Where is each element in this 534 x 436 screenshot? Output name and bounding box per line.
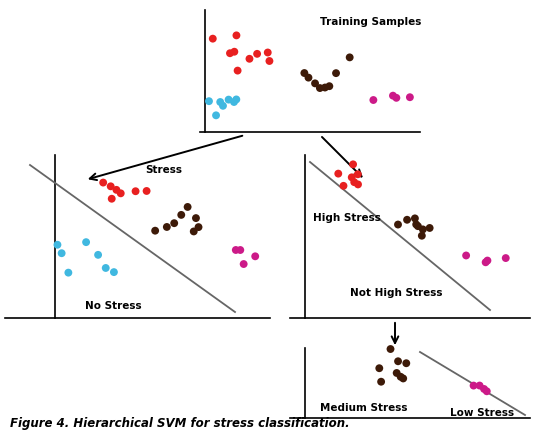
Text: High Stress: High Stress <box>313 213 381 223</box>
Point <box>251 253 260 260</box>
Point <box>116 190 125 197</box>
Point <box>375 365 383 372</box>
Point <box>53 241 62 248</box>
Point <box>143 187 151 194</box>
Point <box>419 226 427 233</box>
Text: Low Stress: Low Stress <box>450 408 514 418</box>
Point <box>232 32 241 39</box>
Point <box>394 221 402 228</box>
Point <box>112 186 121 193</box>
Point <box>265 58 274 65</box>
Text: No Stress: No Stress <box>85 301 142 311</box>
Text: Figure 4. Hierarchical SVM for stress classification.: Figure 4. Hierarchical SVM for stress cl… <box>10 417 350 430</box>
Text: Stress: Stress <box>145 165 182 175</box>
Point <box>232 246 240 253</box>
Point <box>101 265 110 272</box>
Point <box>406 94 414 101</box>
Point <box>245 55 254 62</box>
Point <box>151 227 160 234</box>
Point <box>177 211 185 218</box>
Point <box>194 224 203 231</box>
Point <box>64 269 73 276</box>
Point <box>253 50 261 57</box>
Point <box>107 195 116 202</box>
Point <box>392 369 401 376</box>
Point <box>57 250 66 257</box>
Point <box>480 385 488 392</box>
Point <box>462 252 470 259</box>
Point <box>339 182 348 189</box>
Point <box>99 179 107 186</box>
Point <box>94 252 103 259</box>
Point <box>230 99 238 106</box>
Point <box>205 98 213 105</box>
Point <box>316 85 324 92</box>
Point <box>224 96 233 103</box>
Point <box>212 112 221 119</box>
Point <box>483 388 491 395</box>
Point <box>190 228 198 235</box>
Point <box>402 360 411 367</box>
Point <box>403 216 411 223</box>
Point <box>345 54 354 61</box>
Point <box>216 99 224 106</box>
Text: Medium Stress: Medium Stress <box>320 403 407 413</box>
Point <box>481 259 490 266</box>
Point <box>263 49 272 56</box>
Point <box>399 375 407 382</box>
Point <box>369 96 378 103</box>
Point <box>412 221 420 228</box>
Text: Training Samples: Training Samples <box>320 17 421 27</box>
Point <box>300 70 309 77</box>
Point <box>354 181 362 188</box>
Point <box>354 171 362 178</box>
Point <box>239 261 248 268</box>
Point <box>208 35 217 42</box>
Point <box>394 358 402 365</box>
Point <box>311 80 319 87</box>
Point <box>389 92 397 99</box>
Point <box>236 246 245 253</box>
Point <box>321 84 329 91</box>
Point <box>230 48 239 55</box>
Point <box>183 204 192 211</box>
Point <box>162 224 171 231</box>
Point <box>304 74 313 81</box>
Text: Not High Stress: Not High Stress <box>350 288 443 298</box>
Point <box>325 83 334 90</box>
Point <box>386 346 395 353</box>
Point <box>483 257 492 264</box>
Point <box>226 50 234 57</box>
Point <box>392 94 400 101</box>
Point <box>414 223 422 230</box>
Point <box>109 269 118 276</box>
Point <box>475 382 484 389</box>
Point <box>411 215 419 222</box>
Point <box>232 96 241 103</box>
Point <box>350 179 358 186</box>
Point <box>396 373 405 380</box>
Point <box>501 255 510 262</box>
Point <box>426 225 434 232</box>
Point <box>469 382 478 389</box>
Point <box>334 170 342 177</box>
Point <box>332 70 340 77</box>
Point <box>348 174 356 181</box>
Point <box>233 67 242 74</box>
Point <box>82 238 90 245</box>
Point <box>377 378 386 385</box>
Point <box>219 102 227 109</box>
Point <box>170 220 178 227</box>
Point <box>418 232 426 239</box>
Point <box>131 188 140 195</box>
Point <box>349 161 357 168</box>
Point <box>106 183 115 190</box>
Point <box>192 215 200 221</box>
